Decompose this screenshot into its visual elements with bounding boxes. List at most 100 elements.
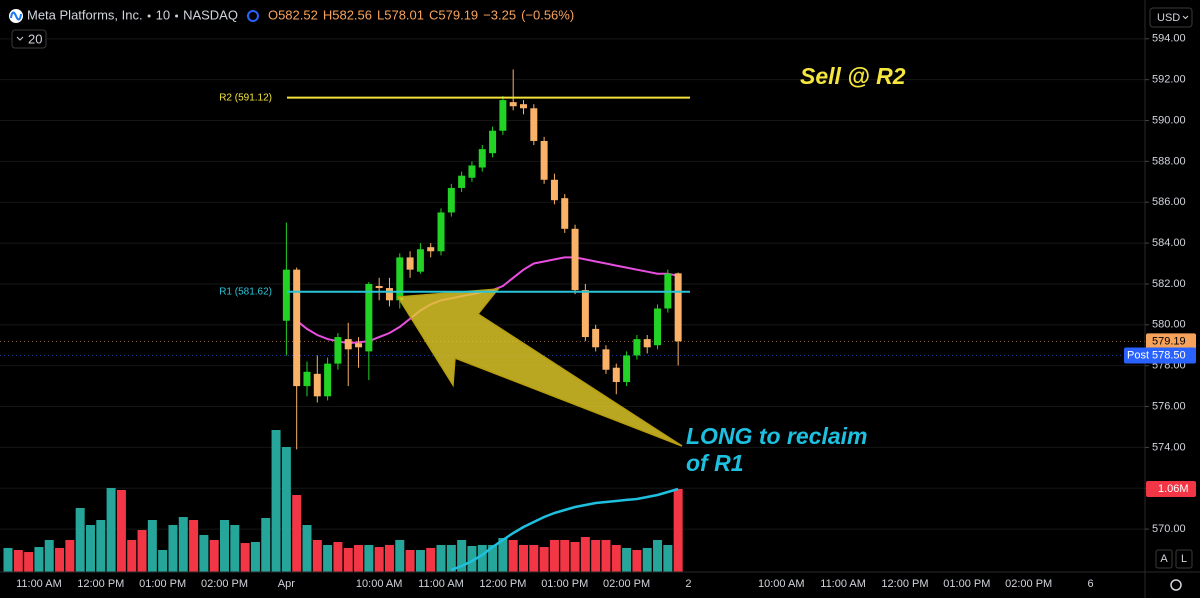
auto-scale-button[interactable]: [1155, 549, 1173, 569]
volume-bar: [591, 539, 601, 572]
volume-bar: [539, 547, 549, 572]
interval: 10: [156, 7, 170, 22]
candle-body: [385, 288, 393, 301]
candle-body: [674, 273, 682, 342]
x-tick-label: 11:00 AM: [820, 578, 866, 590]
volume-bar: [302, 525, 312, 572]
volume-bar: [137, 530, 147, 572]
plot: [0, 69, 1145, 572]
candle-body: [530, 108, 538, 141]
volume-bar: [560, 539, 570, 572]
overlay: R2 (591.12) R1 (581.62): [219, 92, 690, 297]
volume-bar: [220, 519, 230, 572]
post-price-box: [1146, 347, 1196, 364]
annotation: Sell @ R2: [800, 63, 906, 89]
volume-bar: [653, 539, 663, 572]
volume-marker-box: [1146, 480, 1196, 497]
candle-body: [334, 337, 342, 364]
candle-body: [489, 130, 497, 154]
volume-bar: [570, 542, 580, 572]
ohlc-value: (−0.56%): [521, 7, 574, 22]
volume-bar: [178, 517, 188, 572]
volume-bar: [96, 519, 106, 572]
volume-bar: [601, 539, 611, 572]
settings-button[interactable]: [1170, 579, 1182, 591]
volume-bar: [44, 539, 54, 572]
y-tick-label: 594.00: [1152, 33, 1186, 45]
x-tick-label: 02:00 PM: [1005, 578, 1052, 590]
log-scale-button[interactable]: [1175, 549, 1193, 569]
candle-body: [293, 269, 301, 387]
y-tick-label: 590.00: [1152, 114, 1186, 126]
candle-body: [550, 179, 558, 201]
volume-marker-label: 1.06M: [1158, 483, 1189, 495]
volume-bar: [75, 508, 85, 572]
volume-indicator-line: [450, 487, 679, 572]
candle-body: [520, 104, 527, 109]
symbol-logo: [10, 11, 22, 21]
exchange: NASDAQ: [183, 7, 238, 22]
candle-body: [468, 165, 476, 178]
last-price-box: [1146, 333, 1196, 350]
volume-bar: [519, 544, 528, 572]
volume-bar: [384, 544, 394, 572]
candle-body: [416, 249, 424, 272]
symbol-title: Meta Platforms, Inc.: [27, 7, 143, 22]
volume-bar: [333, 542, 343, 572]
grid: [0, 38, 1145, 530]
volume-bar: [3, 547, 13, 572]
price-axis: [1145, 0, 1200, 598]
volume-bar: [147, 519, 157, 572]
volume-bar: [158, 549, 168, 572]
x-tick-label: 12:00 PM: [77, 578, 124, 590]
level-label: R2 (591.12): [219, 92, 272, 103]
indicator-count: 20: [28, 31, 42, 46]
last-price-label: 579.19: [1152, 335, 1186, 347]
candle-body: [561, 198, 569, 229]
x-tick-label: 01:00 PM: [139, 578, 186, 590]
y-tick-label: 584.00: [1152, 237, 1186, 249]
volume-bar: [199, 534, 209, 572]
volume-bar: [343, 547, 353, 572]
candle-body: [623, 355, 631, 383]
x-tick-label: 02:00 PM: [201, 578, 248, 590]
volume-bar: [230, 525, 240, 572]
x-tick-label: 12:00 PM: [479, 578, 526, 590]
candle-body: [437, 212, 445, 252]
volume-bar: [65, 539, 75, 572]
x-tick-label: 01:00 PM: [541, 578, 588, 590]
volume-bar: [580, 536, 590, 572]
volume-bar: [436, 544, 446, 572]
volume-bar: [34, 547, 44, 572]
currency-button[interactable]: [1149, 7, 1193, 28]
volume-bar: [281, 446, 291, 572]
candle-body: [365, 283, 373, 352]
volume-bar: [477, 544, 487, 572]
candle-body: [499, 100, 507, 131]
volume-bar: [271, 430, 281, 572]
x-tick-label: 01:00 PM: [943, 578, 990, 590]
y-tick-label: 586.00: [1152, 196, 1186, 208]
annotation: LONG to reclaim: [686, 423, 867, 449]
level-label: R1 (581.62): [219, 286, 272, 297]
volume-bar: [312, 539, 322, 572]
ohlc-value: L578.01: [377, 7, 424, 22]
chevron: [16, 36, 24, 41]
volume-bar: [415, 549, 425, 572]
y-tick-label: 576.00: [1152, 400, 1186, 412]
candle-body: [313, 373, 321, 397]
y-tick-label: 592.00: [1152, 74, 1186, 86]
volume-bar: [354, 544, 364, 572]
y-tick-label: 580.00: [1152, 319, 1186, 331]
volume-bar: [106, 487, 116, 572]
volume-bar: [116, 489, 126, 572]
volume-bar: [261, 517, 271, 572]
volume-bar: [168, 525, 178, 572]
ohlc-value: −3.25: [483, 7, 516, 22]
post-tag: Post: [1127, 349, 1149, 361]
volume-bar: [642, 547, 652, 572]
volume-bar: [13, 549, 23, 572]
indicator-toggle[interactable]: [11, 29, 47, 49]
candle-body: [375, 286, 383, 289]
